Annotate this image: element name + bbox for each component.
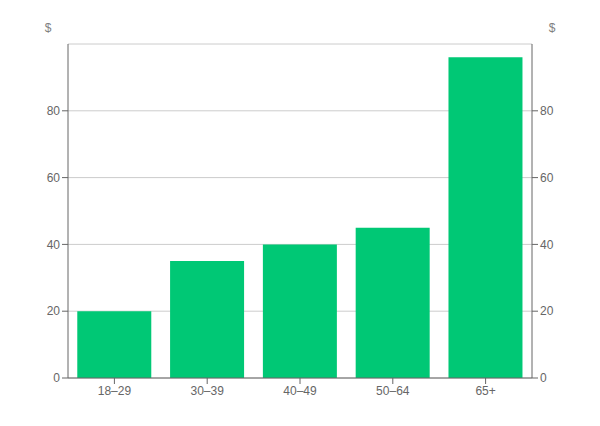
svg-text:40–49: 40–49 xyxy=(283,384,317,398)
svg-text:0: 0 xyxy=(53,371,60,385)
svg-text:50–64: 50–64 xyxy=(376,384,410,398)
svg-text:60: 60 xyxy=(47,171,61,185)
svg-text:0: 0 xyxy=(540,371,547,385)
svg-text:80: 80 xyxy=(47,104,61,118)
svg-text:20: 20 xyxy=(540,304,554,318)
svg-text:80: 80 xyxy=(540,104,554,118)
svg-text:40: 40 xyxy=(47,238,61,252)
svg-text:65+: 65+ xyxy=(475,384,495,398)
svg-text:40: 40 xyxy=(540,238,554,252)
svg-text:60: 60 xyxy=(540,171,554,185)
svg-text:30–39: 30–39 xyxy=(191,384,225,398)
svg-text:18–29: 18–29 xyxy=(98,384,132,398)
svg-text:$: $ xyxy=(45,21,52,35)
svg-text:20: 20 xyxy=(47,304,61,318)
svg-text:$: $ xyxy=(549,21,556,35)
